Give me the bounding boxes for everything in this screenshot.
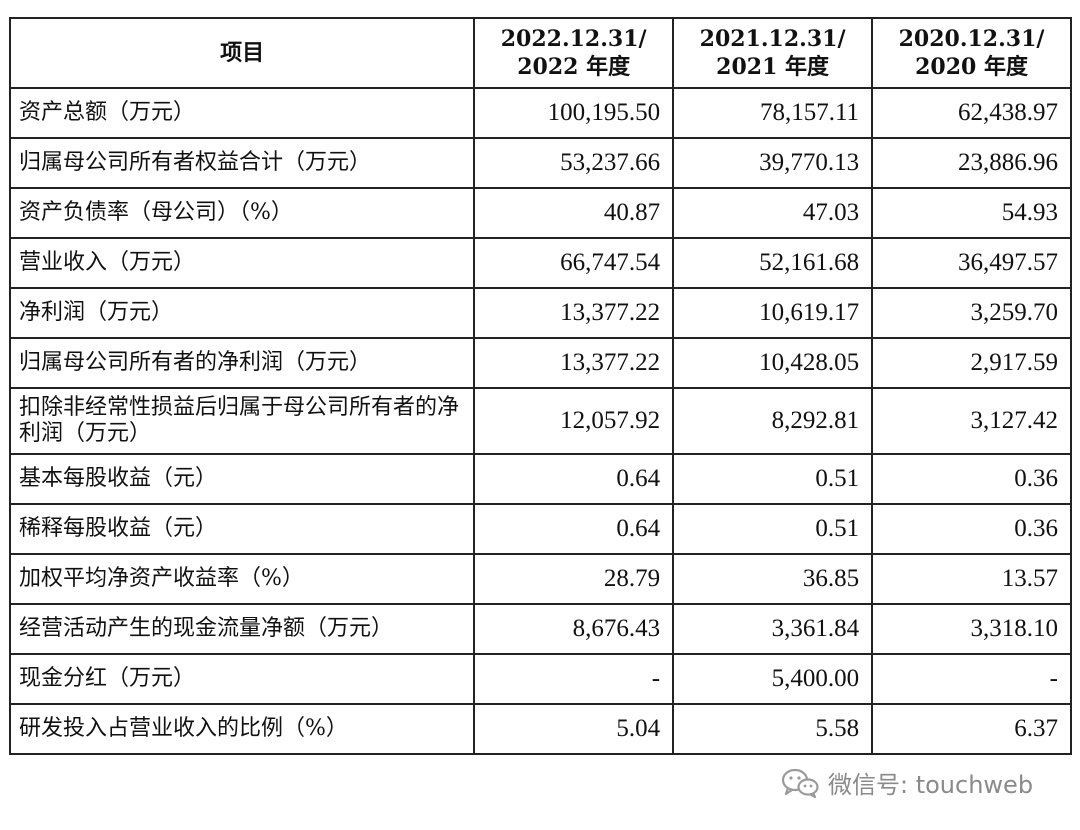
value-2022: 5.04	[473, 703, 675, 755]
value-2021: 47.03	[672, 187, 874, 239]
row-label: 资产负债率（母公司）（%）	[8, 187, 476, 239]
header-2020-year: 2020 年度	[915, 54, 1028, 80]
row-label: 基本每股收益（元）	[8, 453, 476, 505]
value-2022: 28.79	[473, 553, 675, 605]
header-2022: 2022.12.31/ 2022 年度	[473, 17, 675, 89]
value-2021: 3,361.84	[672, 603, 874, 655]
value-2020: -	[871, 653, 1072, 705]
row-label: 营业收入（万元）	[8, 237, 476, 289]
value-2020: 3,318.10	[871, 603, 1072, 655]
value-2020: 54.93	[871, 187, 1072, 239]
value-2020: 62,438.97	[871, 87, 1072, 139]
row-label: 归属母公司所有者的净利润（万元）	[8, 337, 476, 389]
row-label: 归属母公司所有者权益合计（万元）	[8, 137, 476, 189]
value-2020: 2,917.59	[871, 337, 1072, 389]
table-row: 加权平均净资产收益率（%） 28.79 36.85 13.57	[8, 553, 1072, 605]
table-row: 净利润（万元） 13,377.22 10,619.17 3,259.70	[8, 287, 1072, 339]
header-2021: 2021.12.31/ 2021 年度	[672, 17, 874, 89]
value-2020: 6.37	[871, 703, 1072, 755]
value-2022: 12,057.92	[473, 387, 675, 455]
table-row: 归属母公司所有者的净利润（万元） 13,377.22 10,428.05 2,9…	[8, 337, 1072, 389]
header-2020-date: 2020.12.31/	[898, 26, 1045, 52]
value-2022: 66,747.54	[473, 237, 675, 289]
value-2022: 13,377.22	[473, 287, 675, 339]
value-2020: 36,497.57	[871, 237, 1072, 289]
value-2021: 39,770.13	[672, 137, 874, 189]
value-2021: 0.51	[672, 453, 874, 505]
header-item: 项目	[8, 17, 476, 89]
value-2021: 5.58	[672, 703, 874, 755]
row-label: 稀释每股收益（元）	[8, 503, 476, 555]
value-2022: 100,195.50	[473, 87, 675, 139]
header-item-label: 项目	[220, 40, 265, 66]
header-2022-year: 2022 年度	[517, 54, 631, 80]
value-2022: 8,676.43	[473, 603, 675, 655]
row-label: 加权平均净资产收益率（%）	[8, 553, 476, 605]
table-row: 营业收入（万元） 66,747.54 52,161.68 36,497.57	[8, 237, 1072, 289]
value-2022: 0.64	[473, 503, 675, 555]
value-2020: 13.57	[871, 553, 1072, 605]
financial-data-table: 项目 2022.12.31/ 2022 年度 2021.12.31/ 2021 …	[8, 17, 1072, 755]
header-2022-date: 2022.12.31/	[500, 26, 647, 52]
value-2022: -	[473, 653, 675, 705]
value-2020: 0.36	[871, 503, 1072, 555]
table-row: 归属母公司所有者权益合计（万元） 53,237.66 39,770.13 23,…	[8, 137, 1072, 189]
value-2022: 40.87	[473, 187, 675, 239]
value-2021: 5,400.00	[672, 653, 874, 705]
table-row: 经营活动产生的现金流量净额（万元） 8,676.43 3,361.84 3,31…	[8, 603, 1072, 655]
value-2021: 78,157.11	[672, 87, 874, 139]
header-2020: 2020.12.31/ 2020 年度	[871, 17, 1072, 89]
value-2021: 10,428.05	[672, 337, 874, 389]
row-label: 净利润（万元）	[8, 287, 476, 339]
header-2021-year: 2021 年度	[716, 54, 830, 80]
table-row: 资产负债率（母公司）（%） 40.87 47.03 54.93	[8, 187, 1072, 239]
wechat-watermark: 微信号: touchweb	[780, 765, 1033, 800]
table-row: 现金分红（万元） - 5,400.00 -	[8, 653, 1072, 705]
row-label: 扣除非经常性损益后归属于母公司所有者的净利润（万元）	[8, 387, 476, 455]
table-row: 扣除非经常性损益后归属于母公司所有者的净利润（万元） 12,057.92 8,2…	[8, 387, 1072, 455]
table-row: 稀释每股收益（元） 0.64 0.51 0.36	[8, 503, 1072, 555]
row-label: 研发投入占营业收入的比例（%）	[8, 703, 476, 755]
value-2022: 0.64	[473, 453, 675, 505]
value-2021: 8,292.81	[672, 387, 874, 455]
value-2021: 10,619.17	[672, 287, 874, 339]
value-2022: 53,237.66	[473, 137, 675, 189]
row-label: 经营活动产生的现金流量净额（万元）	[8, 603, 476, 655]
row-label: 现金分红（万元）	[8, 653, 476, 705]
value-2020: 3,127.42	[871, 387, 1072, 455]
table-row: 资产总额（万元） 100,195.50 78,157.11 62,438.97	[8, 87, 1072, 139]
value-2022: 13,377.22	[473, 337, 675, 389]
value-2020: 23,886.96	[871, 137, 1072, 189]
value-2020: 3,259.70	[871, 287, 1072, 339]
value-2021: 52,161.68	[672, 237, 874, 289]
watermark-text: 微信号: touchweb	[828, 771, 1034, 799]
header-2021-date: 2021.12.31/	[699, 26, 846, 52]
wechat-icon	[780, 767, 820, 799]
row-label: 资产总额（万元）	[8, 87, 476, 139]
table-header-row: 项目 2022.12.31/ 2022 年度 2021.12.31/ 2021 …	[8, 17, 1072, 89]
value-2020: 0.36	[871, 453, 1072, 505]
table-row: 研发投入占营业收入的比例（%） 5.04 5.58 6.37	[8, 703, 1072, 755]
value-2021: 36.85	[672, 553, 874, 605]
table-row: 基本每股收益（元） 0.64 0.51 0.36	[8, 453, 1072, 505]
value-2021: 0.51	[672, 503, 874, 555]
